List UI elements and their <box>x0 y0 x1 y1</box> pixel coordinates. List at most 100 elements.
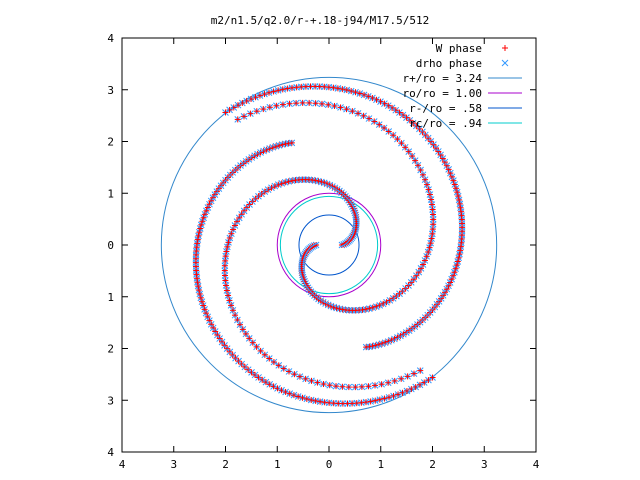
w-point <box>393 293 400 300</box>
w-point <box>423 253 430 260</box>
w-point <box>355 110 362 117</box>
w-point <box>229 307 236 314</box>
w-point <box>358 399 365 406</box>
w-point <box>398 375 405 382</box>
w-point <box>329 183 336 190</box>
w-point <box>425 186 432 193</box>
y-tick-label: 1 <box>107 291 114 304</box>
w-point <box>454 258 461 265</box>
w-point <box>286 368 293 375</box>
w-point <box>409 153 416 160</box>
w-point <box>299 394 306 401</box>
w-point <box>318 100 325 107</box>
w-point <box>291 371 298 378</box>
w-point <box>425 249 432 256</box>
w-point <box>256 92 263 99</box>
w-point <box>197 294 204 301</box>
w-point <box>395 391 402 398</box>
w-point <box>376 121 383 128</box>
w-point <box>385 394 392 401</box>
w-point <box>378 381 385 388</box>
w-point <box>193 275 200 282</box>
legend-label: r+/ro = 3.24 <box>403 72 483 85</box>
w-point <box>266 89 273 96</box>
chart-title: m2/n1.5/q2.0/r-+.18-j94/M17.5/512 <box>211 14 430 27</box>
y-tick-label: 3 <box>107 394 114 407</box>
w-point <box>293 84 300 91</box>
w-point <box>428 196 435 203</box>
w-point <box>302 375 309 382</box>
w-point <box>352 384 359 391</box>
w-point <box>314 379 321 386</box>
w-point <box>286 100 293 107</box>
w-point <box>223 287 230 294</box>
y-tick-labels: 4 3 2 1 0 1 2 3 4 <box>107 32 114 459</box>
w-point <box>405 148 412 155</box>
circle-r+ <box>160 76 498 414</box>
circle-rc <box>279 195 379 295</box>
w-point <box>295 393 302 400</box>
w-point <box>322 300 329 307</box>
w-point <box>273 102 280 109</box>
y-tick-label: 4 <box>107 32 114 45</box>
w-point <box>455 193 462 200</box>
w-point <box>196 229 203 236</box>
w-point <box>249 339 256 346</box>
w-point <box>224 243 231 250</box>
w-point <box>226 297 233 304</box>
w-point <box>419 128 426 135</box>
w-point <box>422 176 429 183</box>
w-point <box>362 306 369 313</box>
x-tick-label: 2 <box>222 458 229 471</box>
reference-circles <box>160 76 498 414</box>
w-point <box>456 251 463 258</box>
w-point <box>195 287 202 294</box>
w-point <box>242 330 249 337</box>
w-point <box>320 381 327 388</box>
w-point <box>226 234 233 241</box>
w-point <box>330 84 337 91</box>
w-point <box>381 395 388 402</box>
w-point <box>245 366 252 373</box>
w-point <box>222 109 229 116</box>
w-point <box>223 282 230 289</box>
w-point <box>365 115 372 122</box>
w-point <box>363 399 370 406</box>
w-point <box>252 371 259 378</box>
w-point <box>438 295 445 302</box>
w-point <box>339 86 346 93</box>
w-point <box>423 181 430 188</box>
w-point <box>361 91 368 98</box>
w-point <box>390 132 397 139</box>
w-point <box>429 230 436 237</box>
w-point <box>303 395 310 402</box>
w-point <box>325 101 332 108</box>
w-point <box>248 369 255 376</box>
w-point <box>275 362 282 369</box>
w-point <box>270 88 277 95</box>
w-point <box>457 204 464 211</box>
w-point <box>195 232 202 239</box>
w-point <box>455 254 462 261</box>
w-point <box>312 397 319 404</box>
w-point <box>321 399 328 406</box>
w-point <box>343 106 350 113</box>
w-point <box>339 383 346 390</box>
w-point <box>247 110 254 117</box>
w-point <box>399 112 406 119</box>
w-point <box>429 206 436 213</box>
w-point <box>219 338 226 345</box>
w-point <box>410 120 417 127</box>
w-point <box>261 91 268 98</box>
y-tick-label: 0 <box>107 239 114 252</box>
w-point <box>222 253 229 260</box>
w-point <box>426 191 433 198</box>
w-point <box>390 295 397 302</box>
w-point <box>356 90 363 97</box>
y-tick-label: 3 <box>107 84 114 97</box>
w-point <box>213 188 220 195</box>
w-point <box>359 306 366 313</box>
w-point <box>349 108 356 115</box>
w-point <box>426 244 433 251</box>
